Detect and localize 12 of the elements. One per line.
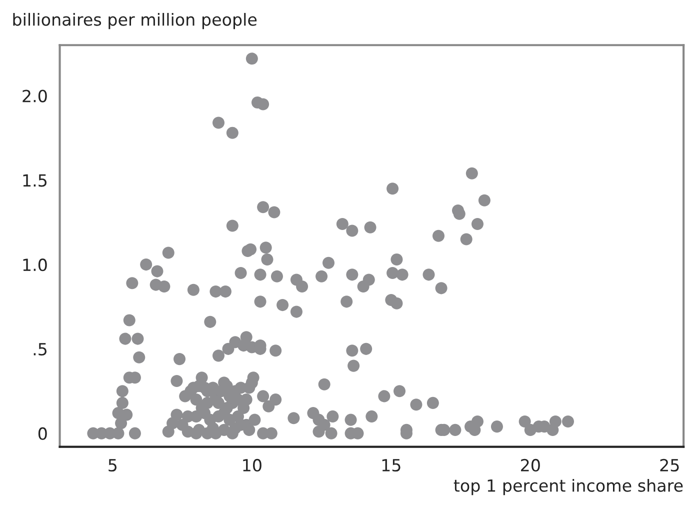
y-tick-label: 1.5 [23, 174, 47, 187]
x-axis-title: top 1 percent income share [454, 478, 683, 496]
y-tick-label: .5 [34, 343, 47, 356]
x-tick-label: 5 [108, 459, 117, 472]
y-tick-label: 1.0 [23, 258, 47, 272]
y-tick-label: 0 [38, 427, 47, 440]
x-tick-label: 25 [660, 458, 679, 472]
x-tick-label: 15 [382, 459, 400, 472]
y-axis-title: billionaires per million people [13, 12, 257, 30]
x-tick-label: 10 [243, 458, 262, 472]
y-tick-label: 2.0 [22, 90, 47, 102]
x-tick-label: 20 [521, 458, 540, 472]
